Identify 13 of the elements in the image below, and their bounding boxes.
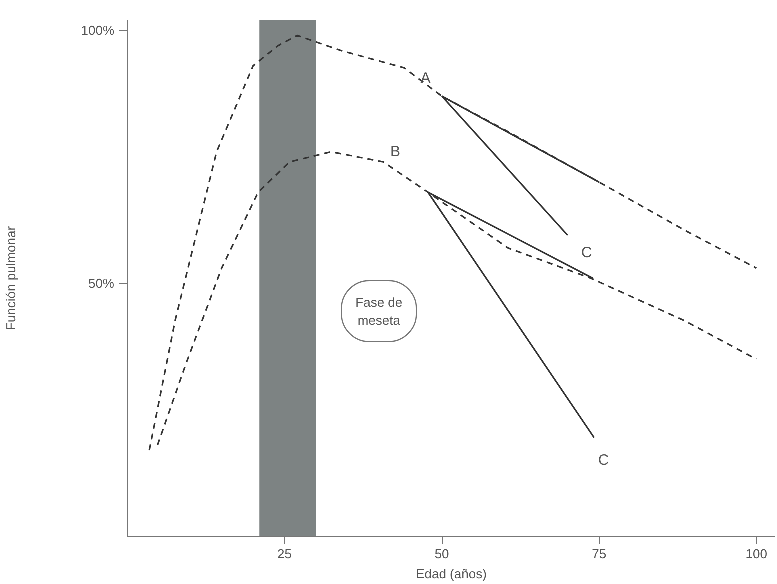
x-tick-label: 100 (746, 546, 768, 562)
annotation: Fase de meseta (356, 294, 403, 328)
annotation: B (390, 144, 401, 161)
annotation: C (581, 244, 592, 262)
y-tick-label: 100% (81, 23, 115, 38)
x-tick-label: 25 (278, 546, 292, 562)
annotation: C (598, 452, 610, 470)
annotation: A (420, 70, 431, 88)
y-axis-title: Función pulmonar (3, 226, 18, 331)
y-tick-label: 50% (88, 276, 115, 292)
x-axis-title: Edad (años) (416, 566, 487, 582)
x-tick-label: 50 (434, 546, 450, 562)
x-tick-label: 75 (592, 546, 607, 562)
